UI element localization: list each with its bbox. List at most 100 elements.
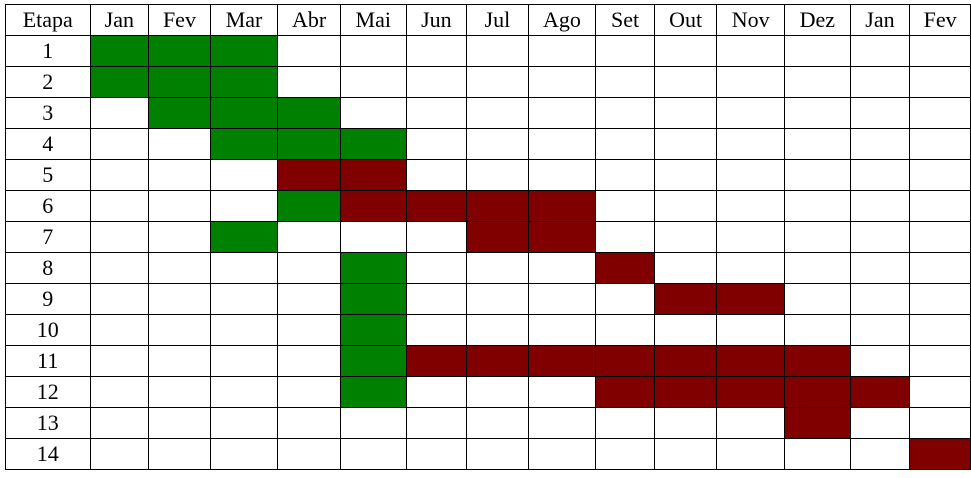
schedule-cell-empty bbox=[849, 35, 911, 67]
schedule-cell-empty bbox=[405, 438, 468, 470]
schedule-cell-empty bbox=[466, 314, 529, 346]
etapa-label: 5 bbox=[5, 159, 91, 191]
schedule-cell-empty bbox=[277, 345, 341, 377]
schedule-cell-green bbox=[339, 314, 407, 346]
etapa-label: 1 bbox=[5, 35, 91, 67]
schedule-cell-empty bbox=[405, 376, 468, 408]
schedule-cell-empty bbox=[277, 438, 341, 470]
schedule-cell-empty bbox=[209, 252, 279, 284]
schedule-cell-empty bbox=[716, 407, 786, 439]
schedule-cell-empty bbox=[595, 221, 655, 253]
schedule-cell-empty bbox=[849, 252, 911, 284]
schedule-cell-empty bbox=[466, 159, 529, 191]
schedule-cell-empty bbox=[716, 221, 786, 253]
schedule-cell-empty bbox=[784, 97, 851, 129]
schedule-cell-empty bbox=[339, 407, 407, 439]
table-row: 4 bbox=[5, 128, 971, 160]
schedule-cell-empty bbox=[148, 376, 211, 408]
schedule-cell-empty bbox=[909, 376, 971, 408]
etapa-label: 9 bbox=[5, 283, 91, 315]
schedule-cell-empty bbox=[466, 35, 529, 67]
etapa-label: 4 bbox=[5, 128, 91, 160]
schedule-cell-empty bbox=[209, 345, 279, 377]
table-row: 14 bbox=[5, 438, 971, 470]
schedule-cell-empty bbox=[653, 314, 718, 346]
table-row: 7 bbox=[5, 221, 971, 253]
schedule-cell-empty bbox=[595, 283, 655, 315]
schedule-cell-empty bbox=[89, 283, 150, 315]
schedule-cell-empty bbox=[89, 345, 150, 377]
schedule-cell-empty bbox=[148, 252, 211, 284]
schedule-cell-empty bbox=[89, 407, 150, 439]
schedule-cell-empty bbox=[909, 221, 971, 253]
schedule-cell-green bbox=[277, 128, 341, 160]
schedule-cell-empty bbox=[466, 438, 529, 470]
schedule-cell-empty bbox=[595, 97, 655, 129]
schedule-cell-empty bbox=[405, 159, 468, 191]
schedule-cell-empty bbox=[595, 128, 655, 160]
table-row: 10 bbox=[5, 314, 971, 346]
schedule-cell-empty bbox=[849, 66, 911, 98]
schedule-cell-empty bbox=[339, 221, 407, 253]
schedule-cell-empty bbox=[527, 66, 597, 98]
schedule-cell-empty bbox=[527, 97, 597, 129]
schedule-cell-empty bbox=[716, 35, 786, 67]
schedule-cell-empty bbox=[909, 66, 971, 98]
schedule-cell-red bbox=[595, 252, 655, 284]
schedule-cell-red bbox=[466, 345, 529, 377]
schedule-cell-empty bbox=[466, 128, 529, 160]
schedule-cell-empty bbox=[909, 345, 971, 377]
schedule-cell-empty bbox=[527, 252, 597, 284]
schedule-cell-green bbox=[89, 66, 150, 98]
schedule-cell-empty bbox=[148, 314, 211, 346]
schedule-cell-empty bbox=[405, 97, 468, 129]
schedule-cell-empty bbox=[405, 283, 468, 315]
schedule-cell-empty bbox=[784, 252, 851, 284]
schedule-cell-green bbox=[339, 345, 407, 377]
schedule-cell-empty bbox=[595, 159, 655, 191]
schedule-cell-red bbox=[909, 438, 971, 470]
schedule-cell-empty bbox=[89, 159, 150, 191]
table-row: 1 bbox=[5, 35, 971, 67]
schedule-cell-empty bbox=[89, 376, 150, 408]
schedule-cell-empty bbox=[849, 438, 911, 470]
month-header: Out bbox=[653, 4, 718, 36]
schedule-cell-empty bbox=[148, 283, 211, 315]
schedule-cell-empty bbox=[849, 159, 911, 191]
schedule-cell-empty bbox=[909, 35, 971, 67]
schedule-cell-empty bbox=[148, 159, 211, 191]
table-row: 5 bbox=[5, 159, 971, 191]
schedule-cell-empty bbox=[849, 97, 911, 129]
schedule-cell-green bbox=[277, 97, 341, 129]
schedule-cell-red bbox=[527, 345, 597, 377]
schedule-cell-red bbox=[527, 190, 597, 222]
schedule-cell-empty bbox=[784, 314, 851, 346]
schedule-cell-empty bbox=[849, 283, 911, 315]
schedule-cell-empty bbox=[653, 407, 718, 439]
schedule-cell-red bbox=[595, 376, 655, 408]
schedule-cell-red bbox=[716, 345, 786, 377]
table-row: 11 bbox=[5, 345, 971, 377]
schedule-cell-empty bbox=[466, 66, 529, 98]
schedule-cell-empty bbox=[595, 407, 655, 439]
month-header: Dez bbox=[784, 4, 851, 36]
schedule-cell-empty bbox=[405, 66, 468, 98]
schedule-cell-empty bbox=[277, 221, 341, 253]
schedule-cell-empty bbox=[849, 221, 911, 253]
schedule-cell-green bbox=[209, 97, 279, 129]
schedule-cell-empty bbox=[277, 283, 341, 315]
schedule-cell-empty bbox=[405, 128, 468, 160]
month-header: Mar bbox=[209, 4, 279, 36]
schedule-cell-red bbox=[653, 345, 718, 377]
schedule-cell-empty bbox=[209, 376, 279, 408]
etapa-label: 12 bbox=[5, 376, 91, 408]
schedule-cell-empty bbox=[527, 128, 597, 160]
etapa-label: 14 bbox=[5, 438, 91, 470]
schedule-cell-empty bbox=[209, 190, 279, 222]
schedule-cell-empty bbox=[89, 314, 150, 346]
schedule-cell-red bbox=[653, 283, 718, 315]
schedule-cell-green bbox=[148, 66, 211, 98]
schedule-cell-red bbox=[339, 190, 407, 222]
schedule-cell-empty bbox=[784, 190, 851, 222]
schedule-cell-empty bbox=[716, 252, 786, 284]
